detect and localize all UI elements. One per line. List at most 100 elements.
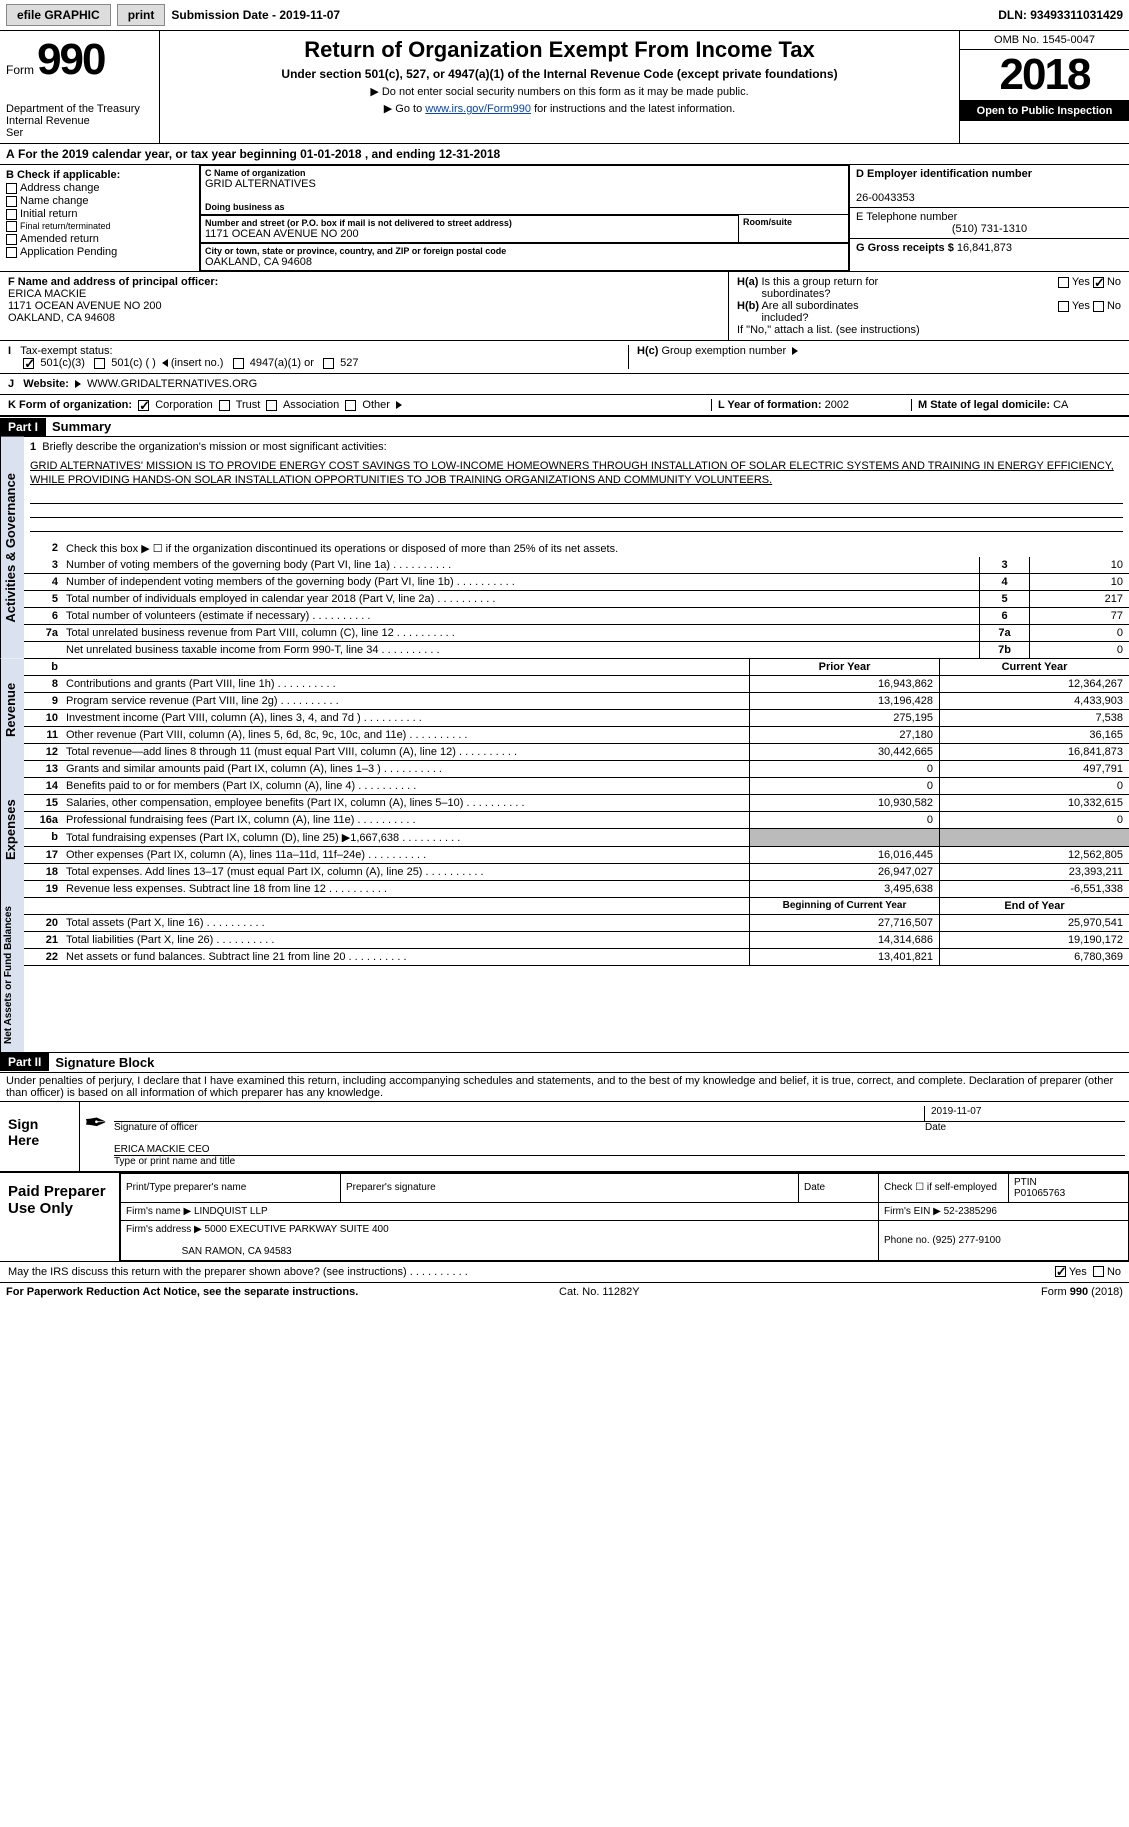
- netassets-body: Beginning of Current Year End of Year 20…: [24, 898, 1129, 1052]
- room-label: Room/suite: [743, 217, 844, 227]
- form-note-2: ▶ Go to www.irs.gov/Form990 for instruct…: [168, 102, 951, 115]
- activities-governance-section: Activities & Governance 1 Briefly descri…: [0, 437, 1129, 659]
- line-1: 1 Briefly describe the organization's mi…: [24, 437, 1129, 457]
- blank-line-3: [30, 518, 1123, 532]
- financial-line: 17 Other expenses (Part IX, column (A), …: [24, 847, 1129, 864]
- phone-cell: E Telephone number (510) 731-1310: [850, 208, 1129, 239]
- cb-501c[interactable]: [94, 358, 105, 369]
- cb-trust[interactable]: [219, 400, 230, 411]
- form-title-block: Return of Organization Exempt From Incom…: [160, 31, 959, 143]
- firm-phone: (925) 277-9100: [932, 1235, 1000, 1246]
- preparer-title: Paid Preparer Use Only: [0, 1173, 120, 1261]
- tax-year-text: For the 2019 calendar year, or tax year …: [18, 147, 500, 161]
- financial-line: 13 Grants and similar amounts paid (Part…: [24, 761, 1129, 778]
- discuss-text: May the IRS discuss this return with the…: [8, 1266, 1055, 1278]
- triangle-icon: [792, 347, 798, 355]
- cb-app-pending[interactable]: Application Pending: [6, 246, 193, 258]
- part-2-num: Part II: [0, 1053, 49, 1071]
- revenue-header-row: b Prior Year Current Year: [24, 659, 1129, 676]
- blank-line-1: [30, 490, 1123, 504]
- phone-label: E Telephone number: [856, 211, 957, 223]
- section-m: M State of legal domicile: CA: [911, 399, 1121, 411]
- cb-4947[interactable]: [233, 358, 244, 369]
- tab-netassets: Net Assets or Fund Balances: [0, 898, 24, 1052]
- right-info: D Employer identification number 26-0043…: [849, 165, 1129, 271]
- paid-preparer-block: Paid Preparer Use Only Print/Type prepar…: [0, 1172, 1129, 1262]
- financial-line: b Total fundraising expenses (Part IX, c…: [24, 829, 1129, 847]
- form-subtitle: Under section 501(c), 527, or 4947(a)(1)…: [168, 67, 951, 81]
- part-1-num: Part I: [0, 418, 46, 436]
- city-label: City or town, state or province, country…: [205, 246, 844, 256]
- footer-mid: Cat. No. 11282Y: [559, 1286, 640, 1298]
- name-title-label: Type or print name and title: [114, 1156, 1125, 1167]
- org-name: GRID ALTERNATIVES: [205, 178, 844, 190]
- cb-discuss-yes[interactable]: [1055, 1266, 1066, 1277]
- discuss-yes-no: Yes No: [1055, 1266, 1121, 1278]
- tax-year-line: A For the 2019 calendar year, or tax yea…: [0, 144, 1129, 164]
- cb-501c3[interactable]: [23, 358, 34, 369]
- firm-addr: 5000 EXECUTIVE PARKWAY SUITE 400: [205, 1224, 389, 1235]
- dba-label: Doing business as: [205, 202, 844, 212]
- street-value: 1171 OCEAN AVENUE NO 200: [205, 228, 734, 240]
- section-c-f: C Name of organization GRID ALTERNATIVES…: [200, 165, 849, 271]
- officer-street: 1171 OCEAN AVENUE NO 200: [8, 300, 162, 312]
- org-name-field: C Name of organization GRID ALTERNATIVES…: [200, 165, 849, 215]
- officer-name: ERICA MACKIE: [8, 288, 86, 300]
- mission-text: GRID ALTERNATIVES' MISSION IS TO PROVIDE…: [24, 457, 1129, 490]
- expenses-body: 13 Grants and similar amounts paid (Part…: [24, 761, 1129, 898]
- print-button[interactable]: print: [117, 4, 166, 26]
- footer-right: Form 990 (2018): [1041, 1286, 1123, 1298]
- cb-527[interactable]: [323, 358, 334, 369]
- part-2-header: Part II Signature Block: [0, 1052, 1129, 1073]
- ein-cell: D Employer identification number 26-0043…: [850, 165, 1129, 208]
- cb-discuss-no[interactable]: [1093, 1266, 1104, 1277]
- cb-address-change[interactable]: Address change: [6, 182, 193, 194]
- form-header: Form 990 Department of the TreasuryInter…: [0, 31, 1129, 144]
- phone-value: (510) 731-1310: [856, 223, 1123, 235]
- current-year-header: Current Year: [939, 659, 1129, 675]
- gov-line: 3 Number of voting members of the govern…: [24, 557, 1129, 574]
- section-b: B Check if applicable: Address change Na…: [0, 165, 200, 271]
- form-word: Form: [6, 63, 34, 77]
- tab-revenue: Revenue: [0, 659, 24, 761]
- open-to-public: Open to Public Inspection: [960, 101, 1129, 121]
- part-1-title: Summary: [46, 417, 117, 436]
- date-label: Date: [925, 1122, 1125, 1133]
- cb-initial-return[interactable]: Initial return: [6, 208, 193, 220]
- note2-pre: Go to: [395, 103, 425, 115]
- form-title: Return of Organization Exempt From Incom…: [168, 35, 951, 63]
- sign-date: 2019-11-07: [925, 1106, 1125, 1122]
- cb-corp[interactable]: [138, 400, 149, 411]
- cb-assoc[interactable]: [266, 400, 277, 411]
- form-year-block: OMB No. 1545-0047 2018 Open to Public In…: [959, 31, 1129, 143]
- section-k: K Form of organization: Corporation Trus…: [8, 399, 711, 411]
- netassets-header-row: Beginning of Current Year End of Year: [24, 898, 1129, 915]
- omb-number: OMB No. 1545-0047: [960, 31, 1129, 50]
- financial-line: 14 Benefits paid to or for members (Part…: [24, 778, 1129, 795]
- hb-row: H(b) Are all subordinates included? Yes …: [737, 300, 1121, 324]
- sign-here-block: Sign Here ✒ 2019-11-07 Signature of offi…: [0, 1101, 1129, 1172]
- eoy-header: End of Year: [939, 898, 1129, 914]
- city-value: OAKLAND, CA 94608: [205, 256, 844, 268]
- prep-date: Date: [799, 1173, 879, 1202]
- financial-line: 19 Revenue less expenses. Subtract line …: [24, 881, 1129, 898]
- financial-line: 20 Total assets (Part X, line 16) 27,716…: [24, 915, 1129, 932]
- ha-yes-no: Yes No: [1058, 276, 1121, 300]
- cb-final-return[interactable]: Final return/terminated: [6, 221, 193, 232]
- financial-line: 8 Contributions and grants (Part VIII, l…: [24, 676, 1129, 693]
- efile-button[interactable]: efile GRAPHIC: [6, 4, 111, 26]
- cb-name-change[interactable]: Name change: [6, 195, 193, 207]
- officer-name-title: ERICA MACKIE CEO: [114, 1144, 1125, 1156]
- footer-left: For Paperwork Reduction Act Notice, see …: [6, 1286, 358, 1298]
- firm-ein: 52-2385296: [944, 1206, 997, 1217]
- cb-other[interactable]: [345, 400, 356, 411]
- irs-link[interactable]: www.irs.gov/Form990: [425, 103, 531, 115]
- sign-body: ✒ 2019-11-07 Signature of officer Date E…: [80, 1102, 1129, 1171]
- perjury-text: Under penalties of perjury, I declare th…: [0, 1073, 1129, 1101]
- ha-row: H(a) Is this a group return for subordin…: [737, 276, 1121, 300]
- revenue-body: b Prior Year Current Year 8 Contribution…: [24, 659, 1129, 761]
- section-h: H(a) Is this a group return for subordin…: [729, 272, 1129, 340]
- ein-value: 26-0043353: [856, 192, 915, 204]
- cb-amended-return[interactable]: Amended return: [6, 233, 193, 245]
- financial-line: 18 Total expenses. Add lines 13–17 (must…: [24, 864, 1129, 881]
